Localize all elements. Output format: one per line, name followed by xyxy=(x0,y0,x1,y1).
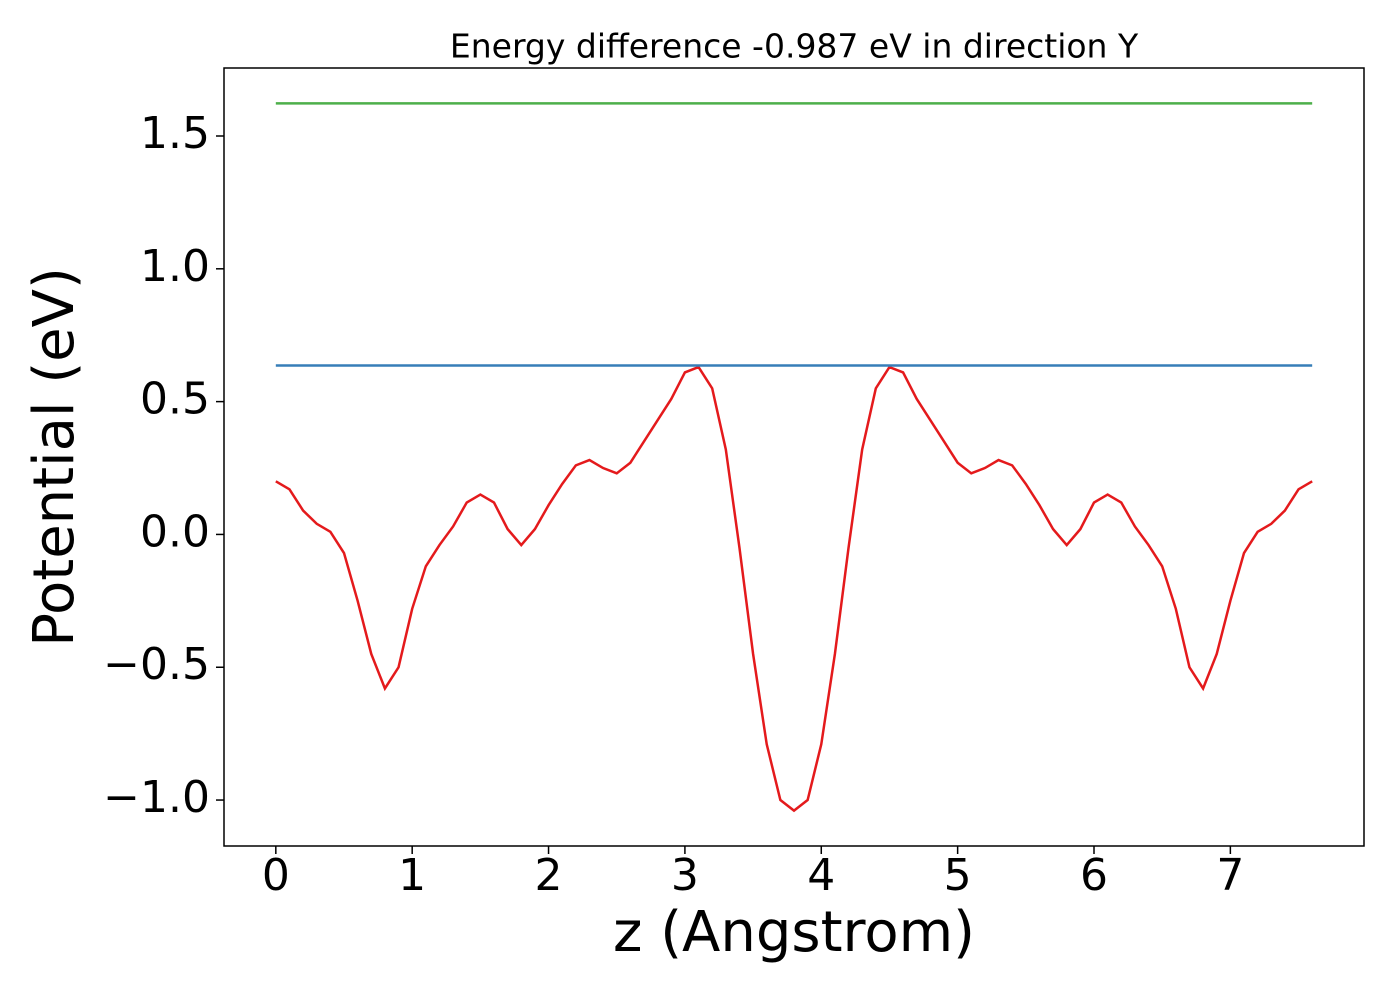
x-tick-label: 2 xyxy=(535,850,563,901)
y-tick-label: −0.5 xyxy=(103,639,210,690)
y-axis-label: Potential (eV) xyxy=(22,267,87,647)
x-tick-label: 0 xyxy=(262,850,290,901)
x-tick-label: 4 xyxy=(807,850,835,901)
x-tick-label: 1 xyxy=(398,850,426,901)
y-tick-label: 1.5 xyxy=(140,108,210,159)
x-tick-label: 7 xyxy=(1216,850,1244,901)
x-tick-label: 5 xyxy=(944,850,972,901)
plot-frame xyxy=(223,67,1365,847)
x-tick-label: 3 xyxy=(671,850,699,901)
x-tick-label: 6 xyxy=(1080,850,1108,901)
y-tick-label: 1.0 xyxy=(140,241,210,292)
chart-title: Energy difference -0.987 eV in direction… xyxy=(450,27,1139,66)
y-tick-label: 0.5 xyxy=(140,374,210,425)
data-line xyxy=(275,365,1313,813)
y-tick-label: −1.0 xyxy=(103,772,210,823)
x-axis-label: z (Angstrom) xyxy=(613,900,975,965)
y-tick-label: 0.0 xyxy=(140,506,210,557)
